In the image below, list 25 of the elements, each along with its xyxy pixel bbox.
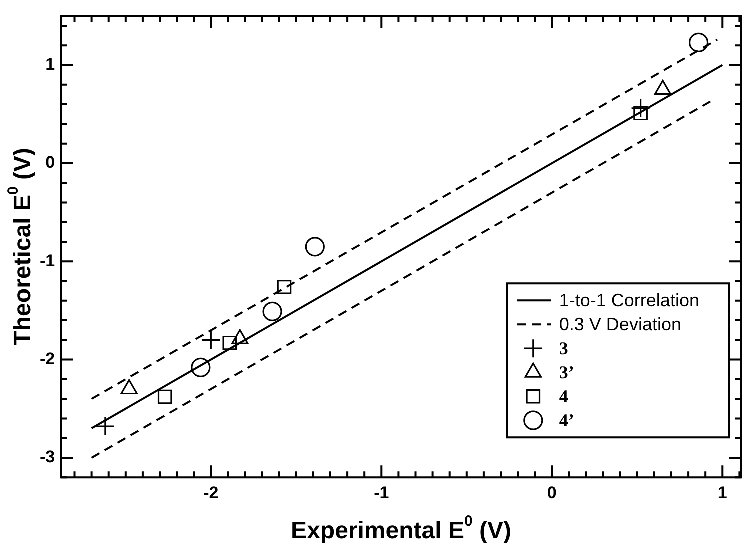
legend-label: 4	[559, 386, 568, 406]
x-tick-label: 1	[718, 483, 728, 502]
legend-label: 0.3 V Deviation	[559, 314, 682, 335]
point	[634, 106, 648, 121]
y-axis-title: Theoretical E0 (V)	[5, 148, 37, 346]
y-tick-label: -2	[40, 349, 56, 368]
legend-label: 1-to-1 Correlation	[559, 290, 700, 311]
point	[191, 358, 211, 378]
legend-label: 3	[559, 338, 568, 358]
point	[305, 237, 325, 257]
point	[688, 32, 709, 53]
point	[222, 336, 238, 350]
x-tick-label: -1	[374, 483, 390, 502]
x-tick-label: 0	[547, 483, 557, 502]
y-tick-label: -3	[40, 448, 56, 467]
y-tick-label: 1	[46, 54, 56, 74]
legend-label: 3’	[559, 362, 574, 382]
legend-label: 4’	[559, 410, 574, 430]
point	[277, 280, 292, 294]
x-tick-label: -2	[204, 483, 219, 502]
point	[158, 390, 172, 404]
y-tick-label: -1	[40, 251, 56, 270]
point	[201, 330, 221, 350]
y-tick-label: 0	[46, 153, 56, 172]
point	[262, 302, 282, 322]
